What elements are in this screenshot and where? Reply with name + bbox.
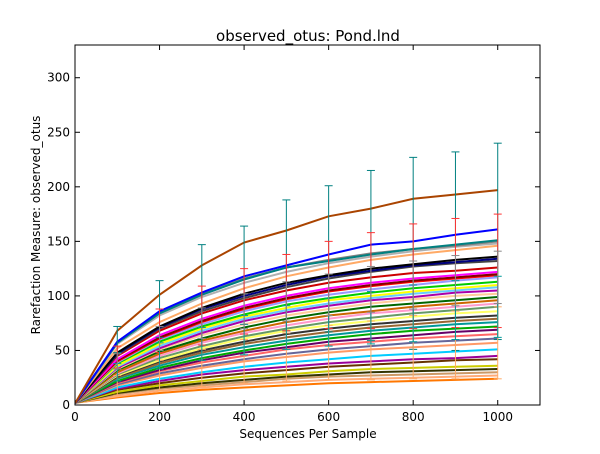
error-bar: [493, 250, 502, 305]
x-tick-label: 1000: [482, 410, 513, 424]
y-tick-label: 250: [47, 125, 70, 139]
chart-title: observed_otus: Pond.lnd: [216, 27, 400, 46]
y-tick-label: 0: [62, 398, 70, 412]
series-line: [75, 377, 498, 404]
x-tick-label: 0: [71, 410, 79, 424]
y-tick-label: 150: [47, 234, 70, 248]
series-line: [75, 374, 498, 404]
y-tick-label: 300: [47, 71, 70, 85]
error-bar: [240, 293, 249, 330]
plot-frame: [74, 44, 541, 406]
x-tick-label: 400: [233, 410, 256, 424]
x-axis-label: Sequences Per Sample: [239, 427, 376, 441]
y-tick-label: 100: [47, 289, 70, 303]
error-bar: [409, 260, 418, 310]
y-tick-label: 50: [55, 343, 70, 357]
error-bar: [324, 273, 333, 317]
error-bar: [282, 281, 291, 322]
error-bar: [113, 353, 122, 370]
x-tick-label: 600: [317, 410, 340, 424]
y-tick-label: 200: [47, 180, 70, 194]
y-axis-label: Rarefaction Measure: observed_otus: [29, 116, 43, 335]
plot-area: [75, 142, 502, 404]
error-bar: [366, 265, 375, 313]
error-bar: [451, 255, 460, 307]
error-bar: [197, 307, 206, 339]
error-bar: [155, 325, 164, 351]
x-tick-label: 800: [402, 410, 425, 424]
x-tick-label: 200: [148, 410, 171, 424]
